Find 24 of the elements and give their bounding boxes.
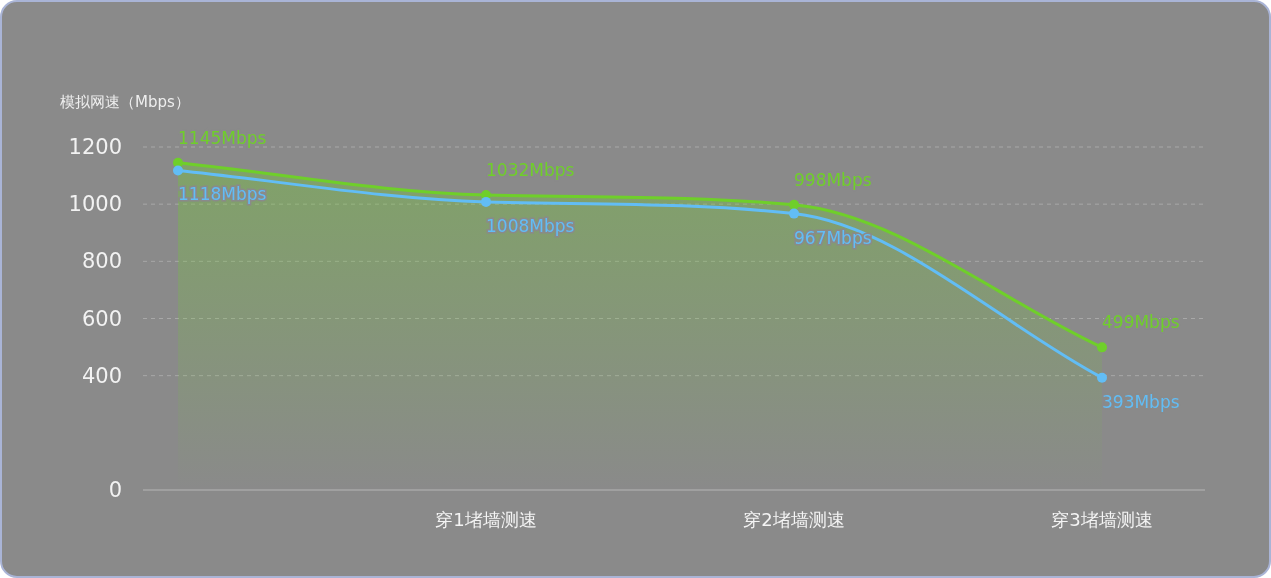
point <box>481 196 491 207</box>
data-label: 1008Mbps <box>486 215 575 236</box>
point <box>173 165 183 176</box>
y-tick-label: 800 <box>81 249 122 274</box>
y-tick-label: 1000 <box>68 192 122 217</box>
point <box>1097 372 1107 383</box>
x-tick-label: 穿2堵墙测速 <box>743 509 845 530</box>
data-label: 499Mbps <box>1102 312 1180 333</box>
point <box>789 208 799 219</box>
y-tick-label: 0 <box>108 478 122 502</box>
data-label: 393Mbps <box>1102 391 1180 412</box>
data-label: 1145Mbps <box>178 127 267 148</box>
point <box>1097 342 1107 353</box>
data-label: 1032Mbps <box>486 160 575 181</box>
point <box>789 199 799 210</box>
y-axis-title: 模拟网速（Mbps） <box>60 93 190 111</box>
data-label: 1118Mbps <box>178 184 267 205</box>
x-tick-label: 穿1堵墙测速 <box>435 509 537 530</box>
x-tick-label: 穿3堵墙测速 <box>1051 509 1153 530</box>
y-tick-label: 400 <box>81 363 122 388</box>
y-tick-label: 600 <box>81 306 122 331</box>
y-tick-label: 1200 <box>68 135 122 159</box>
data-label: 998Mbps <box>794 169 872 190</box>
data-label: 967Mbps <box>794 227 872 248</box>
